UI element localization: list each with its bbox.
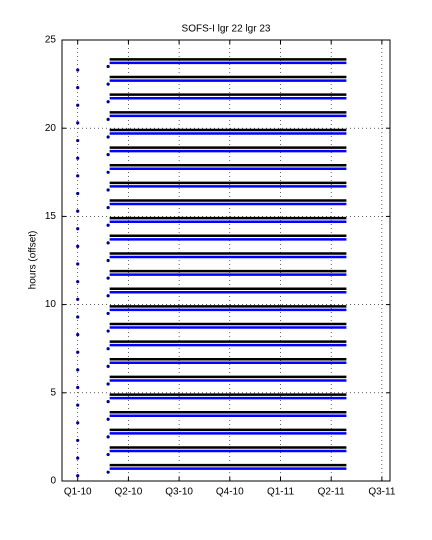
x-tick-label: Q1-11 — [267, 487, 294, 498]
data-point — [76, 86, 80, 90]
data-point — [76, 121, 80, 125]
data-point — [106, 117, 110, 121]
y-tick-label: 15 — [45, 211, 57, 222]
y-tick-label: 5 — [50, 387, 56, 398]
data-point — [106, 470, 110, 474]
x-tick-label: Q2-11 — [318, 487, 345, 498]
data-point — [106, 347, 110, 351]
data-point — [106, 294, 110, 298]
data-point — [106, 64, 110, 69]
data-point — [106, 452, 110, 457]
data-point — [106, 135, 110, 139]
chart-title: SOFS-I lgr 22 lgr 23 — [182, 24, 271, 35]
y-tick-label: 10 — [45, 299, 57, 310]
y-axis-label: hours (offset) — [28, 231, 39, 290]
x-tick-label: Q2-10 — [115, 487, 143, 498]
x-tick-label: Q4-10 — [216, 487, 244, 498]
y-tick-label: 25 — [45, 35, 57, 46]
data-point — [76, 350, 80, 354]
data-point — [76, 297, 80, 301]
data-point — [106, 276, 110, 280]
data-point — [76, 262, 80, 266]
data-point — [76, 403, 80, 407]
data-point — [76, 421, 80, 425]
data-point — [76, 438, 80, 443]
data-point — [106, 364, 110, 368]
data-point — [106, 205, 110, 210]
data-point — [106, 223, 110, 227]
data-point — [76, 174, 80, 178]
y-tick-label: 20 — [45, 123, 57, 134]
data-point — [76, 315, 80, 319]
data-point — [106, 417, 110, 421]
data-point — [106, 170, 110, 174]
data-point — [76, 156, 80, 160]
data-point — [76, 138, 80, 143]
x-tick-label: Q3-11 — [368, 487, 395, 498]
data-point — [106, 188, 110, 192]
data-point — [106, 382, 110, 386]
data-point — [76, 103, 80, 107]
data-point — [106, 100, 110, 104]
data-point — [76, 209, 80, 213]
data-point — [76, 368, 80, 372]
data-point — [76, 385, 80, 390]
data-point — [106, 82, 110, 86]
data-point — [76, 332, 80, 337]
data-point — [106, 400, 110, 404]
data-point — [76, 244, 80, 248]
data-point — [106, 311, 110, 316]
data-point — [106, 258, 110, 263]
data-point — [106, 329, 110, 333]
data-point — [106, 153, 110, 157]
data-point — [76, 191, 80, 196]
data-point — [76, 68, 80, 72]
x-tick-label: Q1-10 — [64, 487, 92, 498]
data-point — [76, 474, 80, 478]
data-point — [76, 456, 80, 460]
x-tick-label: Q3-10 — [165, 487, 193, 498]
plot-frame — [61, 39, 391, 482]
data-point — [76, 227, 80, 231]
y-tick-label: 0 — [50, 476, 56, 487]
data-point — [106, 435, 110, 439]
data-point — [76, 280, 80, 284]
data-point — [106, 241, 110, 245]
